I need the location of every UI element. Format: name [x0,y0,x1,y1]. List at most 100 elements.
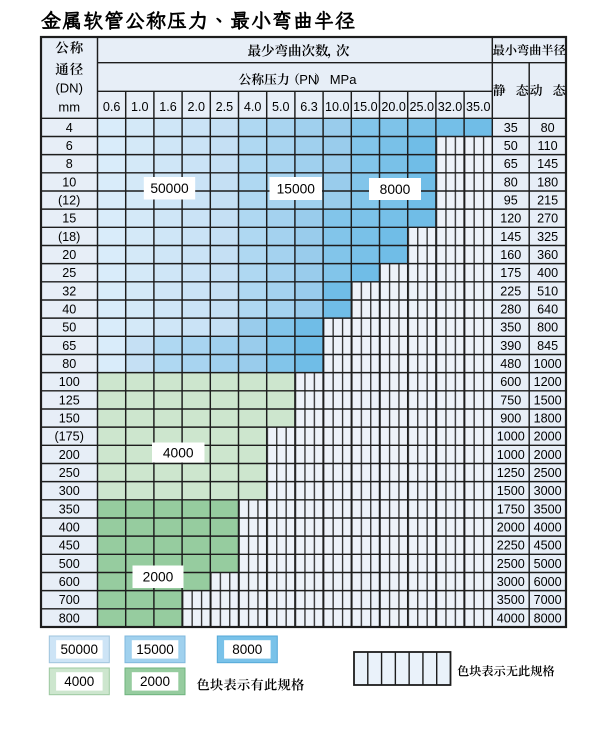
svg-text:4000: 4000 [534,521,562,535]
svg-text:600: 600 [500,375,521,389]
svg-text:1000: 1000 [534,357,562,371]
svg-text:270: 270 [537,212,558,226]
svg-text:510: 510 [537,284,558,298]
svg-text:400: 400 [59,521,80,535]
svg-text:15000: 15000 [136,642,174,657]
svg-text:8: 8 [66,157,73,171]
svg-text:95: 95 [504,194,518,208]
svg-text:350: 350 [500,321,521,335]
svg-text:700: 700 [59,593,80,607]
svg-text:3000: 3000 [497,575,525,589]
svg-text:145: 145 [500,230,521,244]
svg-text:2000: 2000 [497,521,525,535]
svg-text:25: 25 [62,266,76,280]
svg-text:200: 200 [59,448,80,462]
svg-text:80: 80 [541,121,555,135]
svg-text:4000: 4000 [64,674,94,689]
svg-text:MPa: MPa [330,72,358,87]
svg-text:80: 80 [62,357,76,371]
svg-text:2.5: 2.5 [216,100,234,114]
svg-text:5000: 5000 [534,557,562,571]
svg-text:2500: 2500 [497,557,525,571]
svg-text:1750: 1750 [497,502,525,516]
svg-text:110: 110 [538,139,558,153]
svg-text:180: 180 [537,175,558,189]
svg-text:500: 500 [59,557,80,571]
svg-text:4000: 4000 [497,611,525,625]
svg-text:2000: 2000 [143,570,174,585]
svg-text:640: 640 [537,303,558,317]
svg-text:(DN): (DN) [55,81,82,96]
svg-text:800: 800 [537,321,558,335]
svg-text:mm: mm [58,100,80,115]
svg-text:1500: 1500 [497,484,525,498]
svg-text:125: 125 [59,393,80,407]
svg-text:2250: 2250 [497,539,525,553]
svg-text:800: 800 [59,611,80,625]
svg-text:150: 150 [59,412,80,426]
svg-text:PN: PN [299,72,317,87]
svg-text:35: 35 [504,121,518,135]
svg-text:6000: 6000 [534,575,562,589]
svg-text:32.0: 32.0 [438,100,463,114]
svg-text:120: 120 [500,212,521,226]
svg-text:8000: 8000 [232,642,262,657]
svg-text:250: 250 [59,466,80,480]
svg-text:1250: 1250 [497,466,525,480]
svg-text:1800: 1800 [534,412,562,426]
svg-text:4000: 4000 [163,445,194,460]
svg-text:65: 65 [62,339,76,353]
svg-text:0.6: 0.6 [103,100,121,114]
svg-text:350: 350 [59,502,80,516]
svg-text:100: 100 [59,375,80,389]
svg-text:15000: 15000 [277,181,316,196]
svg-text:(175): (175) [54,430,83,444]
svg-text:845: 845 [537,339,558,353]
svg-text:3500: 3500 [534,502,562,516]
svg-text:50: 50 [62,321,76,335]
svg-text:(18): (18) [58,230,80,244]
svg-text:6: 6 [66,139,73,153]
svg-text:8000: 8000 [380,182,411,197]
svg-text:1000: 1000 [497,430,525,444]
svg-text:160: 160 [500,248,521,262]
svg-text:2500: 2500 [534,466,562,480]
svg-text:20.0: 20.0 [381,100,406,114]
svg-text:10.0: 10.0 [325,100,350,114]
svg-text:2000: 2000 [534,448,562,462]
svg-text:35.0: 35.0 [466,100,491,114]
svg-text:5.0: 5.0 [272,100,290,114]
svg-text:2000: 2000 [140,674,170,689]
svg-text:175: 175 [500,266,521,280]
svg-text:50000: 50000 [150,181,189,196]
svg-text:900: 900 [500,412,521,426]
svg-text:6.3: 6.3 [300,100,318,114]
svg-text:4: 4 [66,121,73,135]
svg-text:7000: 7000 [534,593,562,607]
svg-text:20: 20 [62,248,76,262]
svg-text:145: 145 [537,157,558,171]
svg-text:2000: 2000 [534,430,562,444]
svg-text:225: 225 [500,284,521,298]
svg-text:3500: 3500 [497,593,525,607]
svg-text:4.0: 4.0 [244,100,262,114]
svg-text:65: 65 [504,157,518,171]
svg-text:80: 80 [504,175,518,189]
svg-text:480: 480 [500,357,521,371]
svg-text:450: 450 [59,539,80,553]
svg-text:50: 50 [504,139,518,153]
svg-text:1.0: 1.0 [131,100,149,114]
svg-text:400: 400 [537,266,558,280]
svg-text:325: 325 [537,230,558,244]
svg-text:1000: 1000 [497,448,525,462]
svg-text:280: 280 [500,303,521,317]
svg-text:40: 40 [62,303,76,317]
svg-text:15: 15 [62,212,76,226]
svg-text:32: 32 [62,284,76,298]
svg-text:300: 300 [59,484,80,498]
svg-text:1500: 1500 [534,393,562,407]
svg-text:2.0: 2.0 [187,100,205,114]
svg-text:1200: 1200 [534,375,562,389]
svg-text:4500: 4500 [534,539,562,553]
svg-text:3000: 3000 [534,484,562,498]
